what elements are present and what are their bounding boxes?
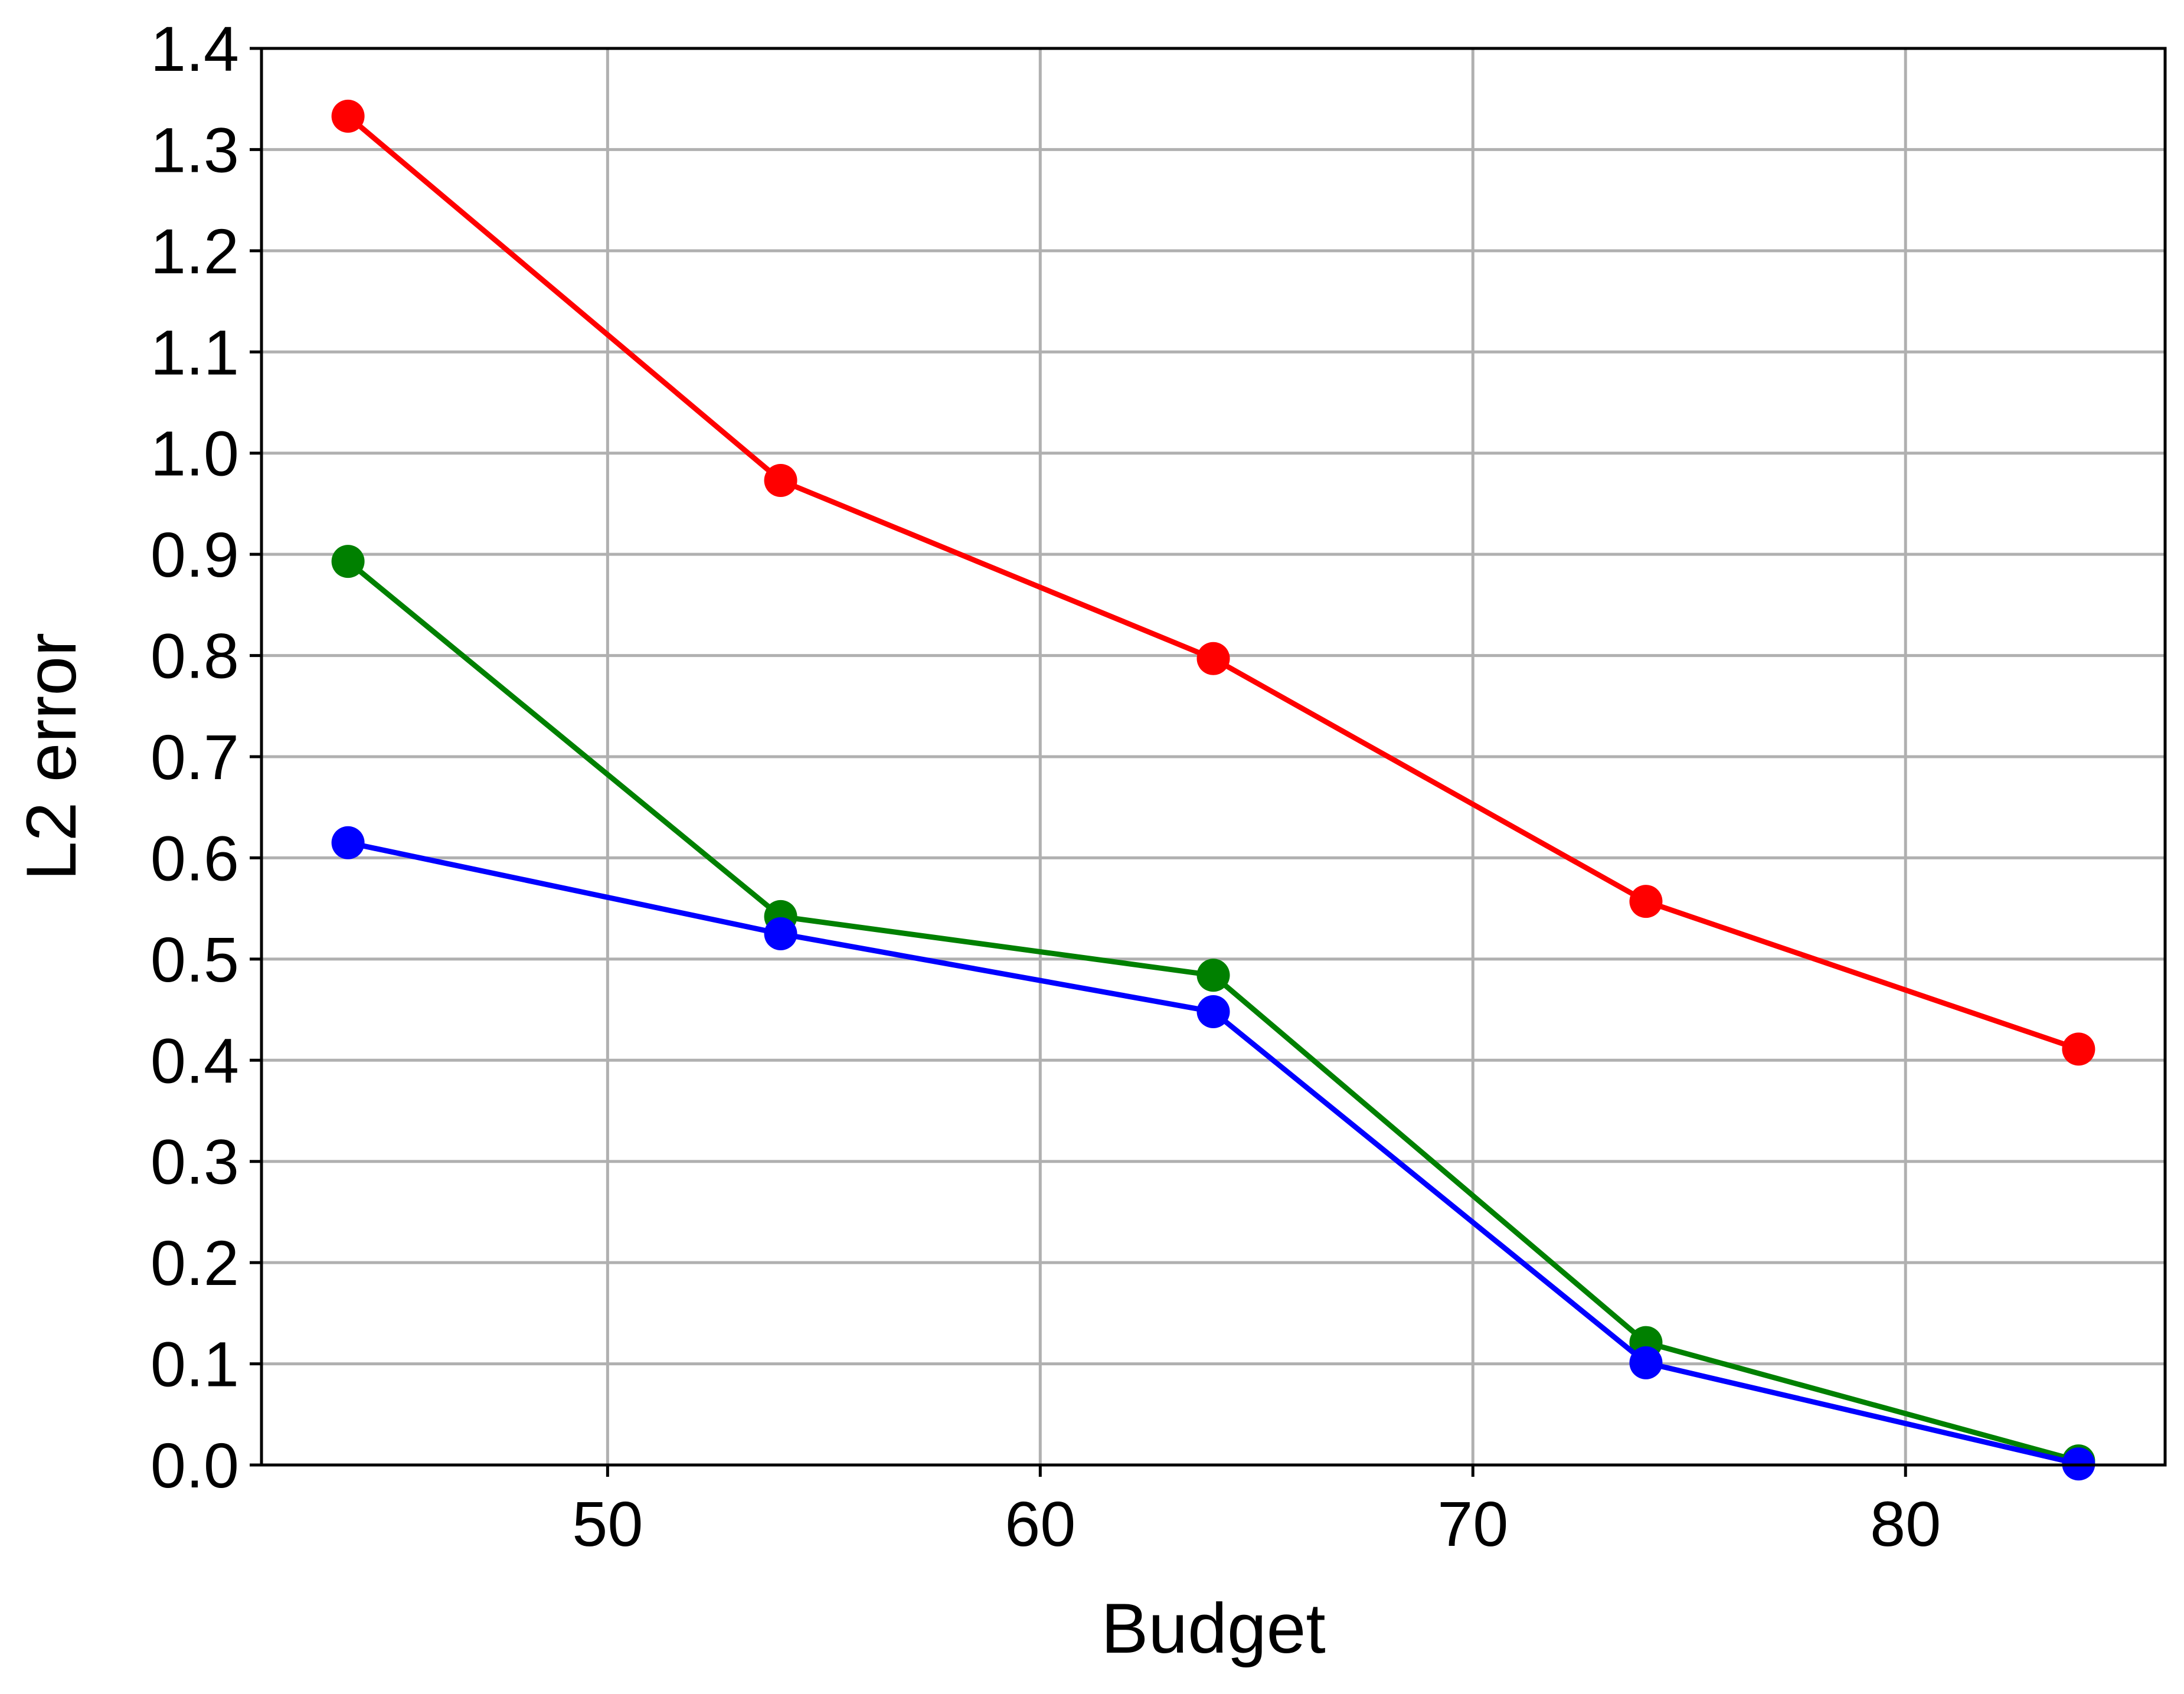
series-layer [331, 99, 2095, 1481]
y-tick-label: 0.3 [151, 1126, 239, 1198]
y-tick-label: 0.9 [151, 519, 239, 590]
x-tick-label: 80 [1870, 1488, 1941, 1559]
y-tick-label: 0.7 [151, 721, 239, 793]
series-2 [331, 826, 2095, 1481]
y-tick-label: 1.0 [151, 418, 239, 489]
data-point [2062, 1032, 2095, 1066]
x-tick-label: 70 [1437, 1488, 1508, 1559]
y-axis-title: L2 error [12, 633, 91, 881]
data-point [331, 826, 365, 859]
x-axis-tick-labels: 50 60 70 80 [572, 1488, 1941, 1559]
x-tick-label: 60 [1005, 1488, 1075, 1559]
y-tick-label: 1.3 [151, 114, 239, 185]
data-point [764, 464, 797, 497]
series-0 [331, 99, 2095, 1066]
data-point [1196, 995, 1230, 1028]
y-tick-label: 0.0 [151, 1430, 239, 1501]
y-tick-label: 1.2 [151, 215, 239, 287]
y-tick-label: 0.6 [151, 822, 239, 894]
data-point [1196, 959, 1230, 992]
x-tick-label: 50 [572, 1488, 643, 1559]
data-point [1629, 885, 1663, 918]
data-point [1629, 1346, 1663, 1379]
y-tick-label: 1.4 [151, 13, 239, 84]
y-tick-label: 0.2 [151, 1227, 239, 1299]
x-axis-title: Budget [1101, 1589, 1325, 1668]
y-tick-label: 0.4 [151, 1025, 239, 1096]
y-tick-label: 0.5 [151, 924, 239, 995]
y-tick-label: 0.1 [151, 1329, 239, 1400]
data-point [764, 917, 797, 950]
grid [261, 47, 2165, 1467]
data-point [331, 545, 365, 578]
data-point [331, 99, 365, 133]
y-tick-label: 1.1 [151, 316, 239, 388]
data-point [1196, 642, 1230, 675]
y-tick-label: 0.8 [151, 620, 239, 692]
tick-marks [250, 47, 1907, 1477]
y-axis-tick-labels: 0.0 0.1 0.2 0.3 0.4 0.5 0.6 0.7 0.8 0.9 1.0 1.1 1.2 1… [151, 13, 239, 1501]
